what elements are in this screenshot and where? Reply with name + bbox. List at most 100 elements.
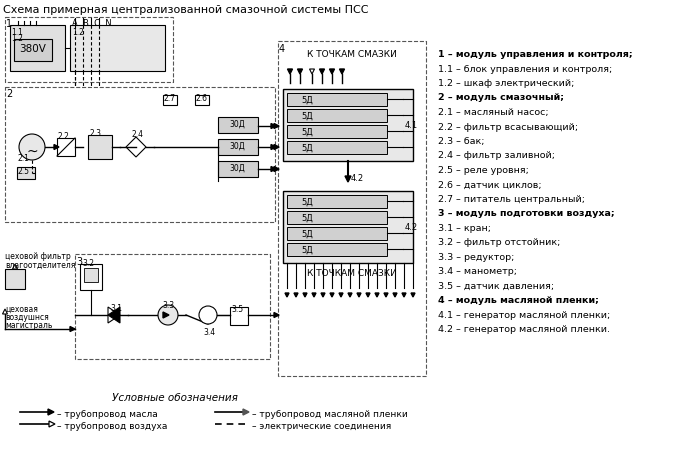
Bar xyxy=(287,126,387,139)
Text: цеховой фильтр: цеховой фильтр xyxy=(5,252,71,260)
Bar xyxy=(287,94,387,107)
Polygon shape xyxy=(309,70,314,75)
Bar xyxy=(287,110,387,123)
Polygon shape xyxy=(49,421,55,427)
Text: ~: ~ xyxy=(27,145,38,159)
Text: – электрические соединения: – электрические соединения xyxy=(252,421,391,430)
Text: 5Д: 5Д xyxy=(301,144,313,152)
Text: 3.5: 3.5 xyxy=(231,304,243,313)
Bar xyxy=(75,254,270,359)
Text: 2.1: 2.1 xyxy=(18,154,30,163)
Polygon shape xyxy=(330,293,334,297)
Text: 5Д: 5Д xyxy=(301,245,313,254)
Polygon shape xyxy=(3,309,8,314)
Text: 2.1 – масляный насос;: 2.1 – масляный насос; xyxy=(438,108,549,117)
Text: 2.3: 2.3 xyxy=(90,129,102,138)
Polygon shape xyxy=(375,293,379,297)
Text: – трубопровод масла: – трубопровод масла xyxy=(57,409,158,418)
Polygon shape xyxy=(321,293,325,297)
Text: 4.2: 4.2 xyxy=(351,174,364,183)
Text: 5Д: 5Д xyxy=(301,230,313,239)
Text: A  B  C  N: A B C N xyxy=(72,19,111,28)
Text: цеховая: цеховая xyxy=(5,304,38,313)
Bar xyxy=(278,42,426,376)
Bar xyxy=(163,96,177,106)
Text: 5Д: 5Д xyxy=(301,213,313,222)
Polygon shape xyxy=(402,293,406,297)
Circle shape xyxy=(199,306,217,324)
Text: 4.2 – генератор масляной пленки.: 4.2 – генератор масляной пленки. xyxy=(438,325,610,334)
Bar xyxy=(218,118,258,133)
Polygon shape xyxy=(303,293,307,297)
Polygon shape xyxy=(298,70,302,75)
Text: К ТОЧКАМ СМАЗКИ: К ТОЧКАМ СМАЗКИ xyxy=(307,268,397,277)
Text: 2 – модуль смазочный;: 2 – модуль смазочный; xyxy=(438,93,564,102)
Bar xyxy=(5,269,25,290)
Text: 4: 4 xyxy=(279,44,285,54)
Bar xyxy=(70,26,165,72)
Bar xyxy=(88,136,112,160)
Polygon shape xyxy=(163,312,169,318)
Polygon shape xyxy=(54,145,59,150)
Bar xyxy=(287,244,387,257)
Text: 2.7 – питатель центральный;: 2.7 – питатель центральный; xyxy=(438,194,585,203)
Polygon shape xyxy=(411,293,415,297)
Text: – трубопровод масляной пленки: – трубопровод масляной пленки xyxy=(252,409,407,418)
Text: 5Д: 5Д xyxy=(301,96,313,105)
Bar xyxy=(80,264,102,290)
Text: 30Д: 30Д xyxy=(229,164,245,173)
Polygon shape xyxy=(285,293,289,297)
Text: 2.6: 2.6 xyxy=(196,94,208,103)
Text: К ТОЧКАМ СМАЗКИ: К ТОЧКАМ СМАЗКИ xyxy=(307,50,397,59)
Polygon shape xyxy=(271,167,276,172)
Polygon shape xyxy=(319,70,325,75)
Bar xyxy=(57,139,75,156)
Text: 1.1: 1.1 xyxy=(11,28,23,37)
Bar xyxy=(14,40,52,62)
Text: 380V: 380V xyxy=(19,44,46,54)
Circle shape xyxy=(158,305,178,325)
Text: 1: 1 xyxy=(6,19,12,29)
Text: магистраль: магистраль xyxy=(5,320,52,329)
Text: Условные обозначения: Условные обозначения xyxy=(112,392,238,402)
Text: 3 – модуль подготовки воздуха;: 3 – модуль подготовки воздуха; xyxy=(438,209,615,218)
Polygon shape xyxy=(70,327,75,332)
Polygon shape xyxy=(274,313,279,318)
Text: 5Д: 5Д xyxy=(301,198,313,207)
Text: 30Д: 30Д xyxy=(229,120,245,129)
Text: 4 – модуль масляной пленки;: 4 – модуль масляной пленки; xyxy=(438,296,599,305)
Text: – трубопровод воздуха: – трубопровод воздуха xyxy=(57,421,167,430)
Text: 3.4 – манометр;: 3.4 – манометр; xyxy=(438,267,517,276)
Polygon shape xyxy=(330,70,335,75)
Polygon shape xyxy=(288,70,293,75)
Polygon shape xyxy=(271,145,276,150)
Text: 1.2: 1.2 xyxy=(11,34,23,43)
Bar xyxy=(218,140,258,156)
Text: 1 – модуль управления и контроля;: 1 – модуль управления и контроля; xyxy=(438,50,633,59)
Bar xyxy=(287,212,387,225)
Text: 2: 2 xyxy=(6,89,13,99)
Text: влагоотделителя: влагоотделителя xyxy=(5,260,76,269)
Polygon shape xyxy=(357,293,361,297)
Bar xyxy=(5,88,275,222)
Bar xyxy=(10,26,65,72)
Text: 2.2 – фильтр всасывающий;: 2.2 – фильтр всасывающий; xyxy=(438,122,578,131)
Polygon shape xyxy=(340,70,344,75)
Bar xyxy=(195,96,209,106)
Text: 3.2 – фильтр отстойник;: 3.2 – фильтр отстойник; xyxy=(438,238,561,247)
Polygon shape xyxy=(274,145,279,150)
Polygon shape xyxy=(243,409,249,415)
Polygon shape xyxy=(339,293,343,297)
Polygon shape xyxy=(13,264,18,269)
Polygon shape xyxy=(271,124,276,129)
Text: 1.2: 1.2 xyxy=(72,28,84,37)
Bar xyxy=(84,268,98,282)
Polygon shape xyxy=(48,409,54,415)
Polygon shape xyxy=(348,293,352,297)
Text: 3.2: 3.2 xyxy=(82,258,94,267)
Text: 1.2 – шкаф электрический;: 1.2 – шкаф электрический; xyxy=(438,79,575,88)
Polygon shape xyxy=(393,293,397,297)
Text: 2.4 – фильтр заливной;: 2.4 – фильтр заливной; xyxy=(438,151,555,160)
Polygon shape xyxy=(108,307,120,323)
Polygon shape xyxy=(312,293,316,297)
